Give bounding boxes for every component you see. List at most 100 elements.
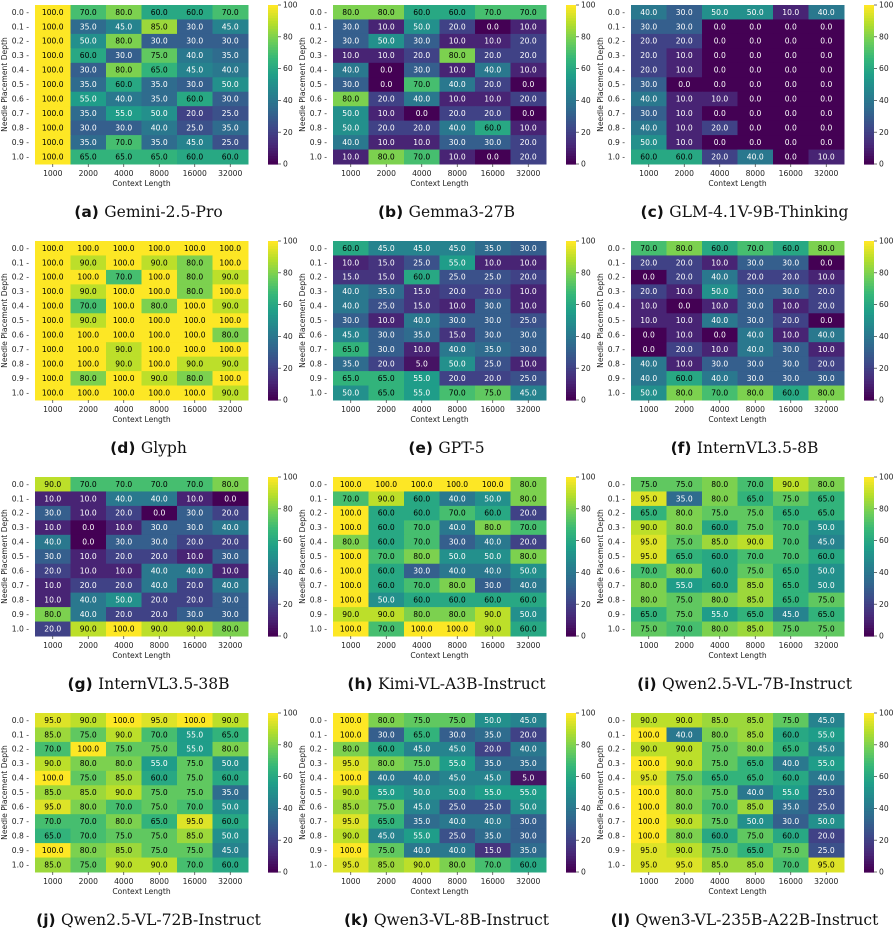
colorbar-segment: [268, 65, 278, 70]
colorbar-segment: [864, 299, 874, 303]
colorbar-segment: [268, 498, 278, 502]
y-tick-label: 0.3 -: [310, 523, 327, 532]
colorbar-segment: [268, 535, 278, 539]
cell-value-label: 20.0: [378, 95, 395, 104]
cell-value-label: 20.0: [640, 258, 657, 267]
colorbar-segment: [566, 331, 576, 335]
cell-value-label: 20.0: [640, 287, 657, 296]
heatmap-cell: [368, 385, 405, 401]
colorbar-segment: [864, 108, 874, 112]
x-tick-label: 1000: [43, 877, 62, 886]
heatmap-cell: [702, 298, 738, 314]
cell-value-label: 85.0: [711, 716, 728, 725]
colorbar-segment: [864, 548, 874, 552]
colorbar-segment: [268, 500, 278, 505]
heatmap-cell: [177, 607, 213, 623]
x-tick-label: 4000: [710, 877, 729, 886]
colorbar-segment: [268, 583, 278, 587]
colorbar-segment: [864, 617, 874, 621]
cell-value-label: 60.0: [378, 523, 395, 532]
heatmap-cell: [70, 799, 107, 815]
heatmap-cell: [702, 621, 738, 637]
x-tick-label: 8000: [448, 405, 467, 414]
heatmap-cell: [702, 592, 738, 608]
cell-value-label: 70.0: [378, 552, 395, 561]
cell-value-label: 40.0: [818, 331, 835, 340]
heatmap-cell: [631, 534, 667, 550]
heatmap-cell: [475, 814, 511, 830]
cell-value-label: 75.0: [115, 831, 132, 840]
heatmap-cell: [702, 843, 738, 859]
heatmap-cell: [702, 327, 738, 343]
heatmap-cell: [631, 33, 667, 49]
colorbar-segment: [864, 158, 874, 162]
cell-value-label: 15.0: [484, 846, 501, 855]
heatmap-cell: [737, 269, 774, 285]
heatmap-cell: [631, 477, 667, 492]
cell-value-label: 55.0: [115, 109, 132, 118]
cell-value-label: 85.0: [711, 860, 728, 869]
colorbar-tick-label: 20: [879, 836, 889, 845]
heatmap-cell: [35, 342, 71, 358]
cell-value-label: 0.0: [749, 123, 761, 132]
heatmap-panel-i: 75.0 75.0 80.0 70.0 90.0 80.095.0 35.0 80.0 65.0…: [596, 473, 893, 693]
colorbar-segment: [566, 26, 576, 30]
cell-value-label: 35.0: [413, 331, 430, 340]
heatmap-cell: [808, 491, 845, 507]
heatmap-cell: [773, 592, 809, 608]
y-tick-label: 0.7 -: [12, 109, 29, 118]
colorbar-segment: [268, 254, 278, 258]
colorbar-segment: [864, 834, 874, 839]
colorbar-segment: [566, 18, 576, 22]
heatmap-cell: [475, 520, 511, 536]
heatmap-cell: [70, 578, 107, 594]
heatmap-cell: [35, 713, 71, 728]
colorbar-segment: [268, 604, 278, 608]
heatmap-cell: [808, 62, 845, 78]
y-tick-label: 0.9 -: [608, 138, 625, 147]
heatmap-cell: [333, 534, 369, 550]
y-axis-label: Needle Placement Depth: [0, 37, 9, 132]
heatmap-cell: [631, 135, 667, 151]
cell-value-label: 100.0: [42, 37, 64, 46]
colorbar-segment: [268, 278, 278, 282]
y-tick-label: 0.2 -: [310, 273, 327, 282]
colorbar-segment: [566, 44, 576, 48]
cell-value-label: 0.0: [785, 123, 797, 132]
heatmap-cell: [177, 91, 213, 107]
colorbar-segment: [864, 612, 874, 616]
heatmap-cell: [510, 505, 547, 521]
colorbar-segment: [864, 530, 874, 534]
cell-value-label: 100.0: [411, 480, 433, 489]
heatmap-cell: [141, 770, 178, 786]
heatmap-cell: [35, 756, 71, 772]
heatmap-cell: [212, 828, 249, 844]
colorbar-segment: [268, 328, 278, 332]
cell-value-label: 0.0: [820, 51, 832, 60]
heatmap-cell: [475, 549, 511, 565]
colorbar-segment: [268, 477, 278, 481]
cell-value-label: 65.0: [782, 567, 799, 576]
cell-value-label: 90.0: [676, 846, 693, 855]
cell-value-label: 10.0: [484, 37, 501, 46]
heatmap-cell: [737, 284, 774, 300]
colorbar-segment: [864, 776, 874, 780]
colorbar-segment: [864, 601, 874, 605]
colorbar-segment: [864, 44, 874, 48]
colorbar-segment: [864, 842, 874, 847]
cell-value-label: 80.0: [342, 745, 359, 754]
colorbar-segment: [566, 339, 576, 343]
x-tick-label: 4000: [114, 877, 133, 886]
colorbar-segment: [268, 606, 278, 611]
colorbar-segment: [566, 819, 576, 823]
heatmap-cell: [773, 106, 809, 122]
y-tick-label: 0.7 -: [310, 817, 327, 826]
cell-value-label: 50.0: [115, 595, 132, 604]
heatmap-cell: [212, 91, 249, 107]
heatmap-cell: [510, 477, 547, 492]
heatmap-cell: [510, 371, 547, 387]
colorbar-segment: [864, 23, 874, 27]
heatmap-cell: [177, 578, 213, 594]
y-tick-label: 1.0 -: [310, 860, 327, 869]
